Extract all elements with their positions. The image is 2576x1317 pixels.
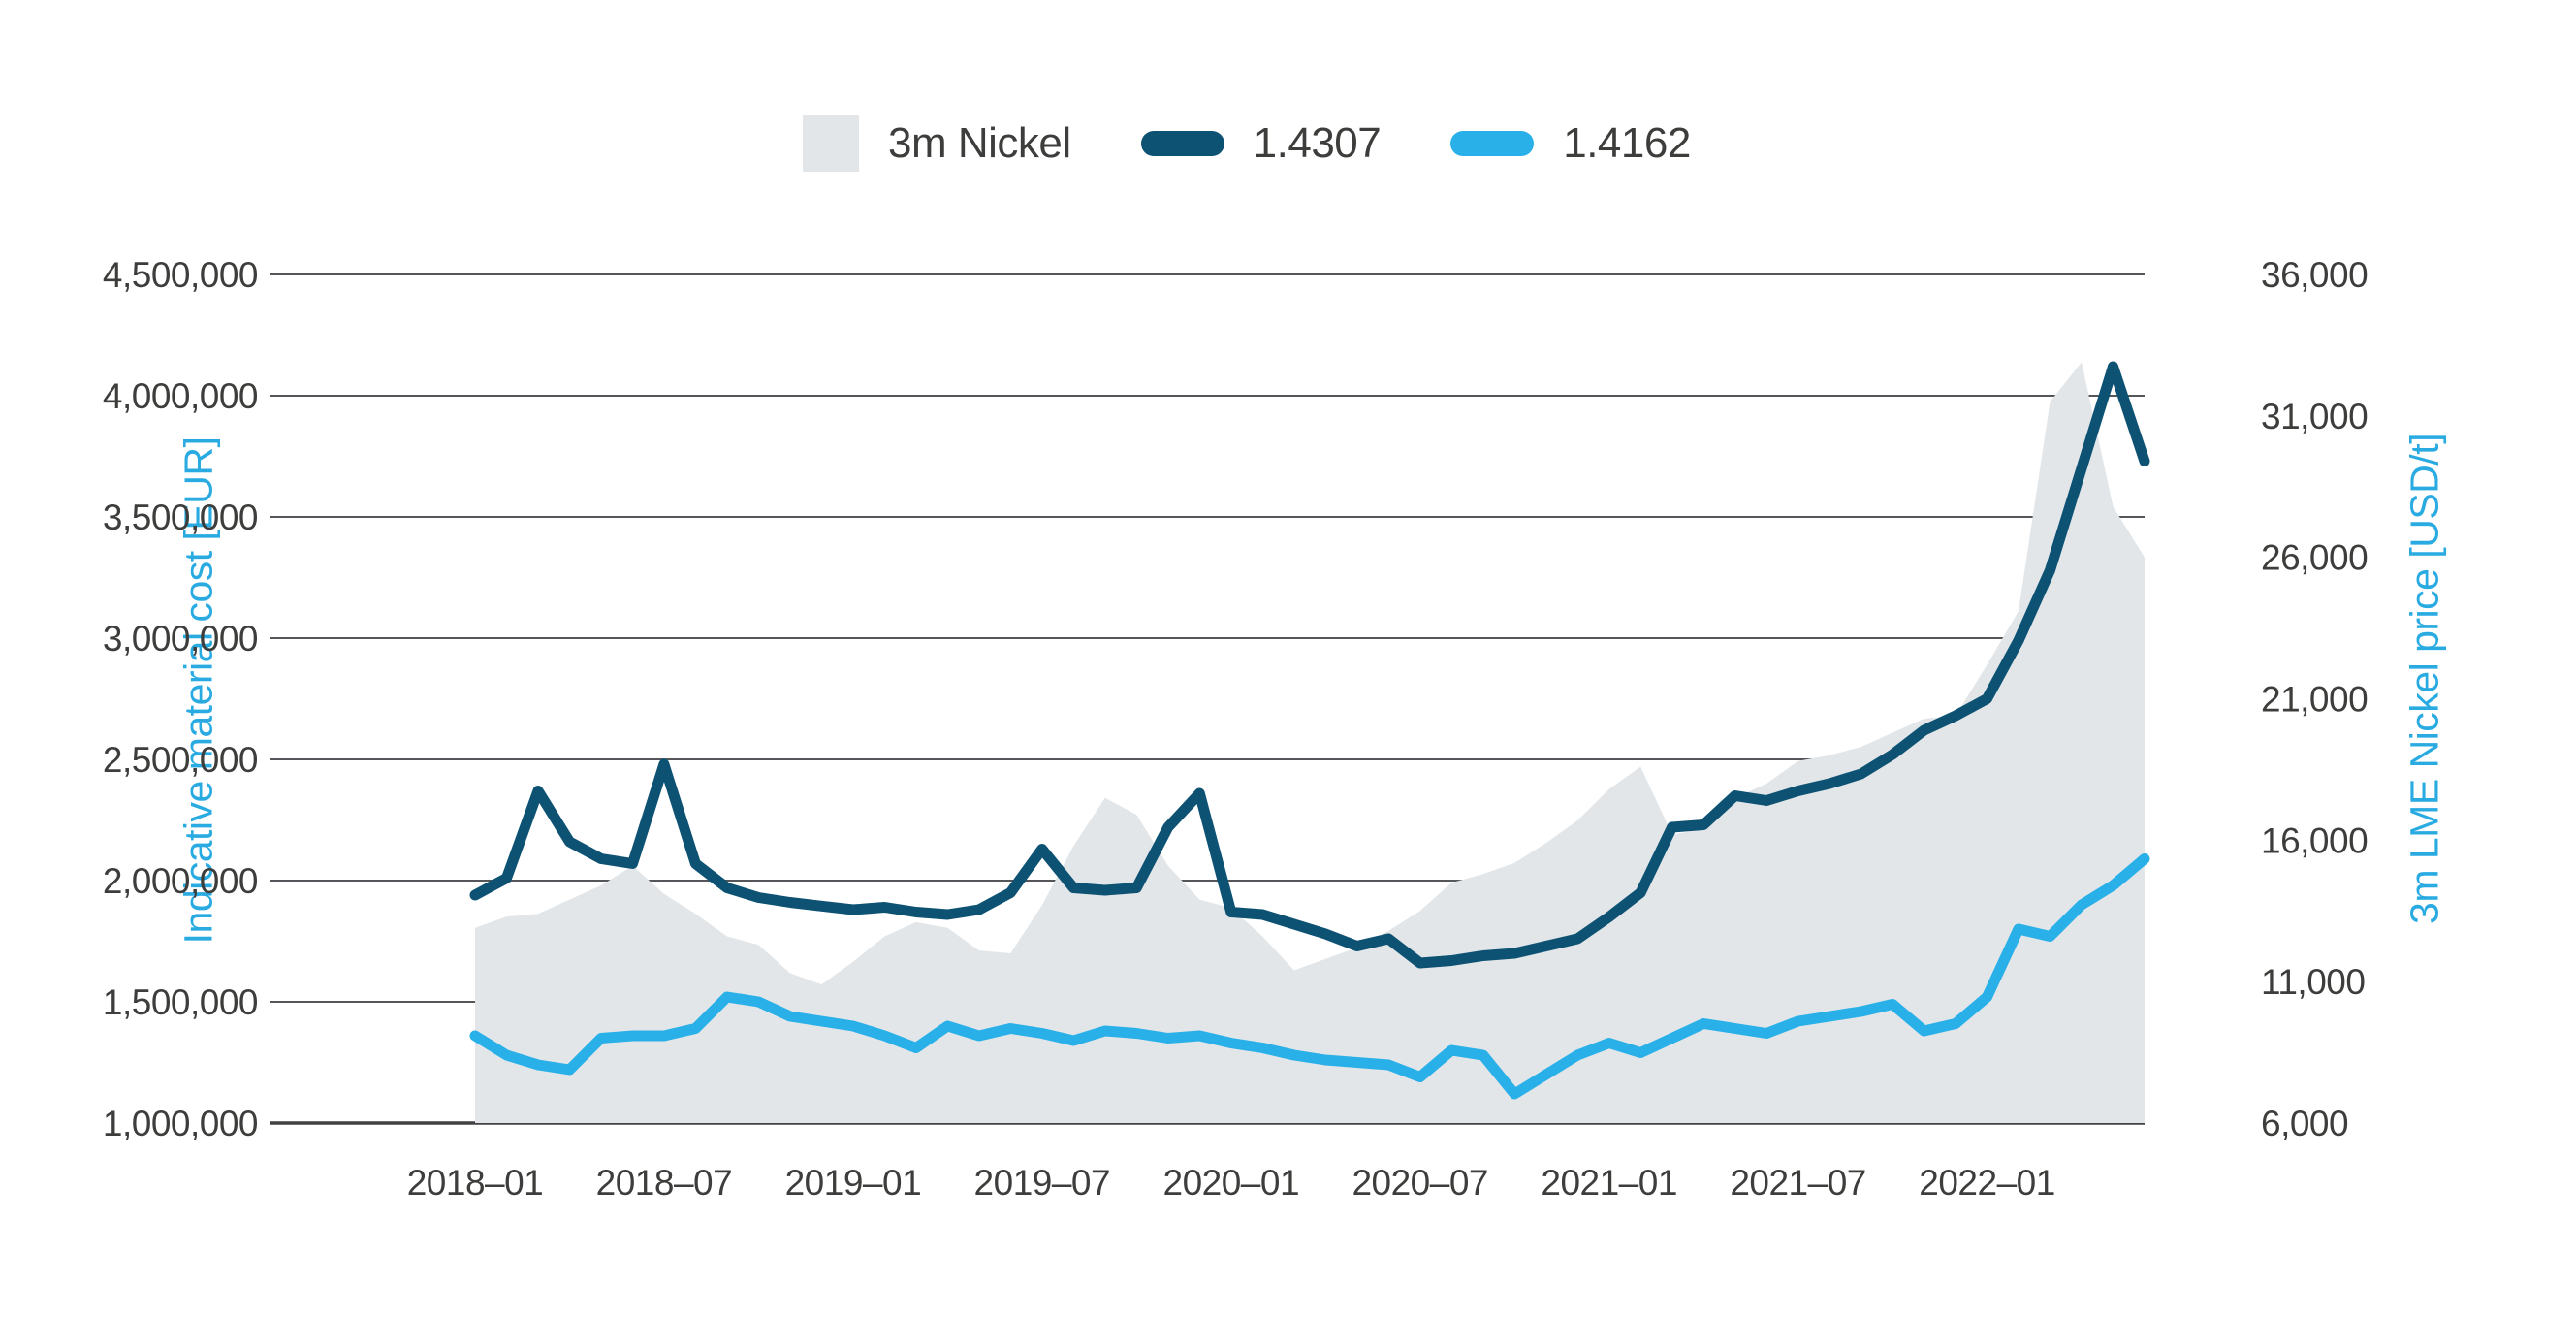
legend-label-14307: 1.4307 [1253,119,1382,167]
svg-text:2022–01: 2022–01 [1919,1163,2055,1203]
svg-text:2021–07: 2021–07 [1730,1163,1866,1203]
svg-text:36,000: 36,000 [2261,255,2368,295]
svg-text:6,000: 6,000 [2261,1104,2348,1143]
svg-text:1,000,000: 1,000,000 [103,1104,258,1143]
legend-item-14307: 1.4307 [1140,119,1382,168]
svg-text:3,000,000: 3,000,000 [103,619,258,658]
chart-legend: 3m Nickel 1.4307 1.4162 [803,112,1691,175]
legend-item-3m-nickel: 3m Nickel [803,115,1071,172]
svg-text:2,500,000: 2,500,000 [103,740,258,780]
svg-text:2019–01: 2019–01 [785,1163,922,1203]
svg-text:2018–01: 2018–01 [407,1163,544,1203]
svg-text:11,000: 11,000 [2261,962,2365,1002]
axis-tick-labels: 4,500,000 4,000,000 3,500,000 3,000,000 2,50… [103,255,2369,1203]
svg-text:1,500,000: 1,500,000 [103,982,258,1022]
svg-text:2,000,000: 2,000,000 [103,861,258,901]
svg-text:16,000: 16,000 [2261,820,2368,860]
svg-text:21,000: 21,000 [2261,680,2368,720]
area-swatch-icon [803,115,859,172]
series-layer [469,361,2150,1123]
line-swatch-14307-icon [1140,131,1224,156]
legend-label-3m-nickel: 3m Nickel [888,119,1071,167]
legend-label-14162: 1.4162 [1563,119,1691,167]
line-swatch-14162-icon [1450,131,1535,156]
svg-text:4,500,000: 4,500,000 [103,255,258,295]
svg-text:2018–07: 2018–07 [596,1163,733,1203]
svg-text:4,000,000: 4,000,000 [103,376,258,416]
svg-text:31,000: 31,000 [2261,397,2368,436]
svg-text:2020–01: 2020–01 [1163,1163,1300,1203]
svg-text:2020–07: 2020–07 [1352,1163,1488,1203]
svg-text:2021–01: 2021–01 [1541,1163,1677,1203]
svg-text:26,000: 26,000 [2261,538,2368,578]
svg-text:2019–07: 2019–07 [974,1163,1111,1203]
svg-text:3,500,000: 3,500,000 [103,498,258,537]
legend-item-14162: 1.4162 [1450,119,1691,168]
